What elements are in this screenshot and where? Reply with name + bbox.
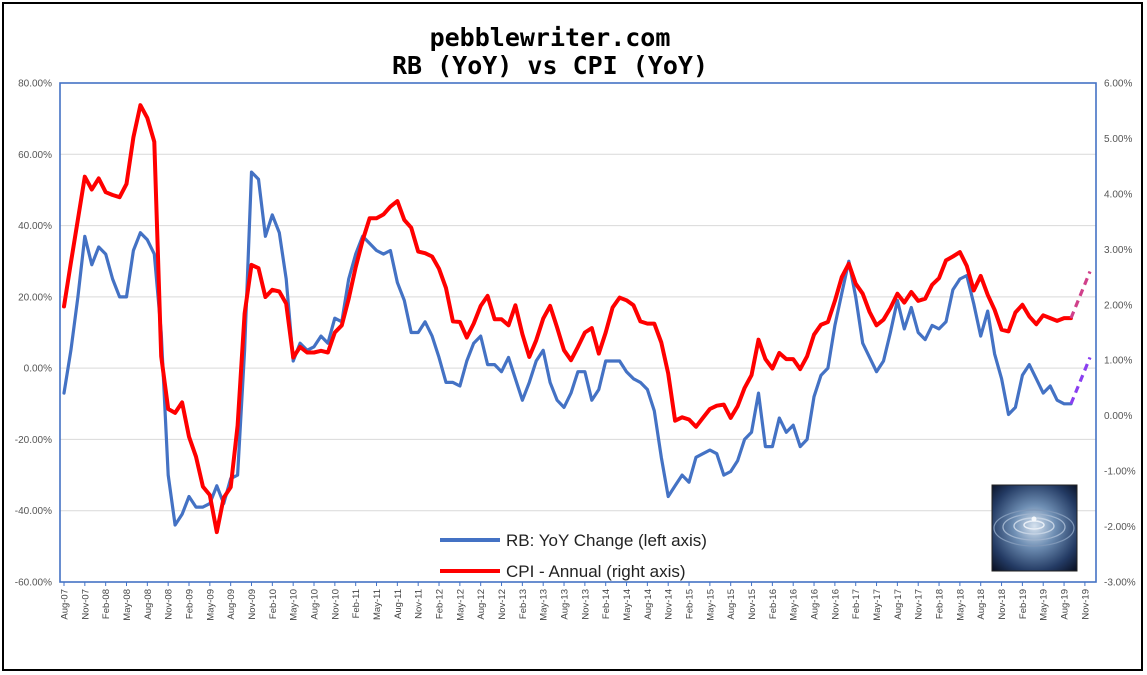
- left-tick-label: 20.00%: [18, 292, 52, 303]
- x-tick-label: Nov-18: [997, 589, 1008, 620]
- x-tick-label: Aug-18: [976, 589, 987, 620]
- right-tick-label: 2.00%: [1104, 300, 1132, 311]
- right-axis: -3.00% -2.00% -1.00% 0.00% 1.00% 2.00% 3.00% 4.…: [1104, 79, 1136, 589]
- x-tick-label: May-09: [205, 589, 216, 621]
- cpi-projection-line: [1069, 270, 1092, 319]
- right-tick-label: 1.00%: [1104, 356, 1132, 367]
- x-tick-label: Feb-13: [518, 589, 529, 619]
- rb-series-line: [62, 170, 1073, 527]
- x-tick-label: Aug-16: [810, 589, 821, 620]
- x-tick-label: Aug-12: [476, 589, 487, 620]
- legend: RB: YoY Change (left axis) CPI - Annual …: [440, 531, 707, 581]
- x-tick-label: Feb-12: [435, 589, 446, 619]
- x-tick-label: Nov-09: [247, 589, 258, 620]
- x-tick-label: Feb-09: [185, 589, 196, 619]
- x-tick-label: Aug-09: [226, 589, 237, 620]
- x-tick-label: Feb-18: [935, 589, 946, 619]
- x-tick-label: Aug-08: [143, 589, 154, 620]
- left-tick-label: -40.00%: [15, 506, 52, 517]
- x-tick-label: May-18: [955, 589, 966, 621]
- x-tick-label: Aug-14: [643, 589, 654, 620]
- plot-area-border: [59, 82, 1097, 583]
- right-tick-label: 0.00%: [1104, 411, 1132, 422]
- right-tick-label: 6.00%: [1104, 79, 1132, 90]
- x-tick-label: Nov-14: [664, 589, 675, 620]
- legend-label-cpi: CPI - Annual (right axis): [506, 562, 686, 581]
- x-tick-label: May-14: [622, 589, 633, 621]
- x-tick-label: Aug-19: [1060, 589, 1071, 620]
- x-tick-label: Feb-11: [351, 589, 362, 618]
- right-tick-label: 4.00%: [1104, 189, 1132, 200]
- x-tick-label: May-11: [372, 589, 383, 620]
- x-tick-label: Feb-08: [101, 589, 112, 619]
- rb-projection-line: [1069, 356, 1092, 405]
- x-tick-label: Nov-17: [914, 589, 925, 620]
- x-tick-label: Feb-17: [851, 589, 862, 619]
- x-tick-label: Nov-15: [747, 589, 758, 620]
- right-tick-label: 5.00%: [1104, 134, 1132, 145]
- x-tick-label: Aug-11: [393, 589, 404, 619]
- left-tick-label: 40.00%: [18, 221, 52, 232]
- right-tick-label: -1.00%: [1104, 467, 1136, 478]
- x-axis: Aug-07 Nov-07 Feb-08 May-08 Aug-08 Nov-08 Feb-…: [60, 582, 1091, 621]
- x-tick-label: Aug-07: [60, 589, 71, 620]
- x-tick-label: May-08: [122, 589, 133, 621]
- x-tick-label: Nov-08: [164, 589, 175, 620]
- x-tick-label: May-12: [455, 589, 466, 621]
- left-tick-label: -60.00%: [15, 578, 52, 589]
- x-tick-label: Aug-17: [893, 589, 904, 620]
- x-tick-label: May-19: [1039, 589, 1050, 621]
- left-tick-label: 60.00%: [18, 150, 52, 161]
- x-tick-label: Nov-19: [1080, 589, 1091, 620]
- x-tick-label: Aug-15: [726, 589, 737, 620]
- x-tick-label: May-16: [789, 589, 800, 621]
- left-tick-label: -20.00%: [15, 435, 52, 446]
- chart-subtitle: RB (YoY) vs CPI (YoY): [392, 51, 708, 80]
- x-tick-label: Aug-10: [310, 589, 321, 620]
- right-tick-label: -2.00%: [1104, 522, 1136, 533]
- left-axis: -60.00% -40.00% -20.00% 0.00% 20.00% 40.00% 60…: [15, 79, 52, 589]
- x-tick-label: Feb-15: [685, 589, 696, 619]
- left-tick-label: 80.00%: [18, 79, 52, 90]
- x-tick-label: Nov-13: [580, 589, 591, 620]
- x-tick-label: Nov-12: [497, 589, 508, 620]
- cpi-series-line: [62, 103, 1073, 535]
- water-ripple-logo: [991, 484, 1078, 572]
- gridlines: [60, 153, 1096, 512]
- x-tick-label: Nov-07: [80, 589, 91, 620]
- right-tick-label: 3.00%: [1104, 245, 1132, 256]
- x-tick-label: Nov-10: [330, 589, 341, 620]
- x-tick-label: May-15: [705, 589, 716, 621]
- x-tick-label: Feb-14: [601, 589, 612, 619]
- series-layer: [62, 103, 1092, 535]
- legend-label-rb: RB: YoY Change (left axis): [506, 531, 707, 550]
- left-tick-label: 0.00%: [24, 364, 52, 375]
- x-tick-label: Feb-10: [268, 589, 279, 619]
- x-tick-label: May-10: [289, 589, 300, 621]
- right-tick-label: -3.00%: [1104, 578, 1136, 589]
- x-tick-label: Nov-11: [414, 589, 425, 619]
- x-tick-label: Nov-16: [830, 589, 841, 620]
- x-tick-label: Feb-16: [768, 589, 779, 619]
- x-tick-label: May-13: [539, 589, 550, 621]
- chart-title: pebblewriter.com: [430, 23, 671, 52]
- x-tick-label: Feb-19: [1018, 589, 1029, 619]
- x-tick-label: Aug-13: [560, 589, 571, 620]
- x-tick-label: May-17: [872, 589, 883, 621]
